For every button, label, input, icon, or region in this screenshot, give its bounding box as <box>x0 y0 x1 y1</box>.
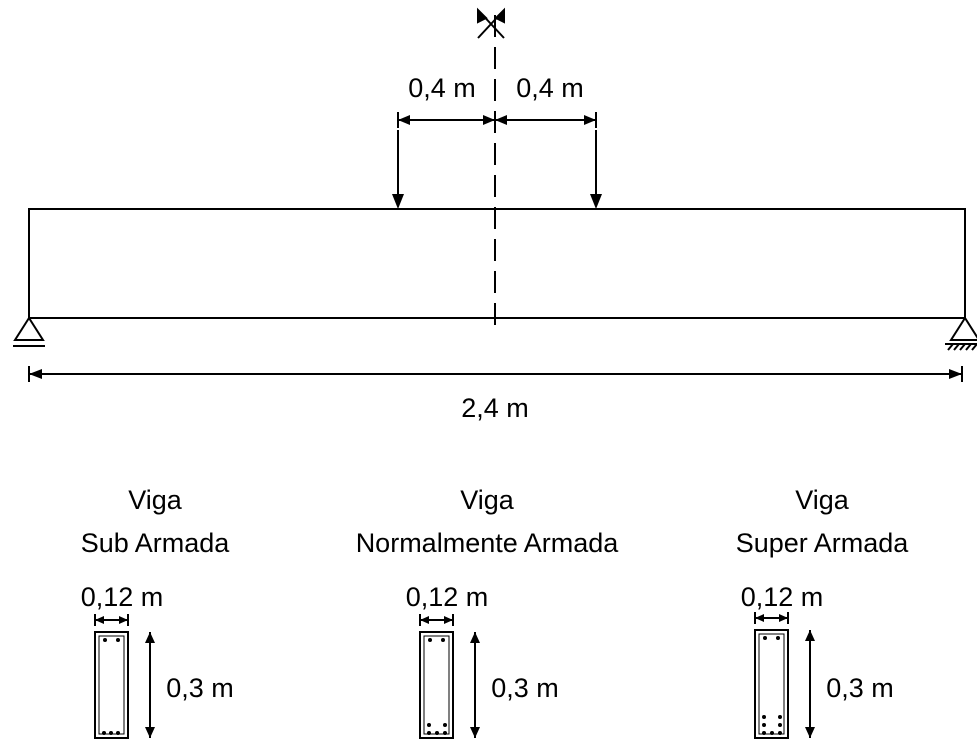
rebar <box>762 723 766 727</box>
rebar <box>778 731 782 735</box>
arrow-head <box>145 632 155 643</box>
rebar <box>441 638 445 642</box>
rebar <box>762 731 766 735</box>
rebar <box>778 723 782 727</box>
rebar <box>762 715 766 719</box>
rebar <box>428 638 432 642</box>
rebar <box>103 638 107 642</box>
rebar <box>116 638 120 642</box>
section-title: Viga <box>460 485 515 515</box>
arrow-head <box>398 115 410 125</box>
roller-support <box>13 316 45 341</box>
section-subtitle: Super Armada <box>736 528 910 558</box>
rebar <box>427 731 431 735</box>
width-label: 0,12 m <box>406 582 489 612</box>
span-label: 2,4 m <box>461 393 529 423</box>
arrow-head <box>392 194 404 209</box>
arrow-head <box>145 727 155 738</box>
arrow-head <box>29 369 42 379</box>
arrow-head <box>755 614 764 622</box>
arrow-head <box>805 630 815 641</box>
rebar <box>763 636 767 640</box>
rebar <box>109 731 113 735</box>
rebar <box>770 731 774 735</box>
section-subtitle: Sub Armada <box>81 528 231 558</box>
width-label: 0,12 m <box>81 582 164 612</box>
rebar <box>435 731 439 735</box>
arrow-head <box>949 369 962 379</box>
height-label: 0,3 m <box>166 673 234 703</box>
width-label: 0,12 m <box>741 582 824 612</box>
arrow-head <box>483 115 495 125</box>
section-title: Viga <box>128 485 183 515</box>
section-outline <box>94 631 129 739</box>
arrow-head <box>805 727 815 738</box>
arrow-head <box>420 616 429 624</box>
arrow-head <box>590 194 602 209</box>
section-title: Viga <box>795 485 850 515</box>
arrow-head <box>779 614 788 622</box>
rebar <box>102 731 106 735</box>
rebar <box>116 731 120 735</box>
rebar <box>776 636 780 640</box>
height-label: 0,3 m <box>826 673 894 703</box>
section-outline <box>419 631 454 739</box>
rebar <box>443 723 447 727</box>
height-label: 0,3 m <box>491 673 559 703</box>
stirrup <box>423 635 450 735</box>
stirrup <box>98 635 125 735</box>
symmetry-symbol <box>477 7 505 39</box>
pin-support <box>949 316 977 341</box>
offset-label: 0,4 m <box>408 73 476 103</box>
support-hatch <box>945 343 977 351</box>
arrow-head <box>444 616 453 624</box>
arrow-head <box>470 727 480 738</box>
arrow-head <box>95 616 104 624</box>
arrow-head <box>119 616 128 624</box>
section-outline <box>754 629 789 739</box>
offset-label: 0,4 m <box>516 73 584 103</box>
rebar <box>443 731 447 735</box>
stirrup <box>758 633 785 735</box>
rebar <box>427 723 431 727</box>
arrow-head <box>495 115 507 125</box>
rebar <box>778 715 782 719</box>
section-subtitle: Normalmente Armada <box>356 528 620 558</box>
arrow-head <box>584 115 596 125</box>
arrow-head <box>470 632 480 643</box>
beam <box>28 208 966 319</box>
